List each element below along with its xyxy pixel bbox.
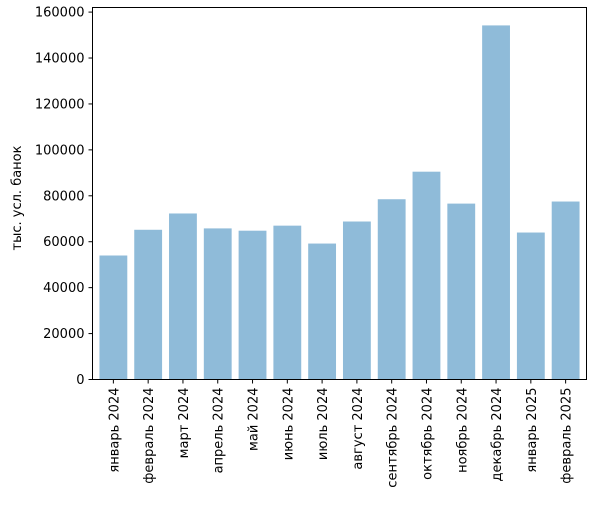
bar — [99, 255, 128, 380]
y-tick-label: 20000 — [43, 327, 84, 342]
x-tick-label: январь 2024 — [107, 388, 122, 473]
x-tick-label: октябрь 2024 — [420, 388, 435, 480]
y-tick-label: 80000 — [43, 189, 84, 204]
x-tick-label: июнь 2024 — [281, 388, 296, 461]
x-tick-label: февраль 2024 — [142, 388, 157, 484]
x-tick-label: май 2024 — [247, 388, 262, 451]
y-tick-label: 140000 — [35, 52, 85, 67]
y-tick-label: 0 — [76, 373, 84, 388]
y-tick-label: 160000 — [35, 6, 85, 21]
bar — [203, 228, 232, 380]
x-tick-label: апрель 2024 — [212, 388, 227, 474]
bar — [516, 232, 545, 380]
x-axis: январь 2024 февраль 2024 март 2024 апрель 2… — [107, 379, 575, 488]
bar — [273, 225, 302, 380]
x-tick-label: февраль 2025 — [560, 388, 575, 484]
bar — [551, 201, 580, 380]
y-tick-label: 60000 — [43, 235, 84, 250]
bar — [447, 203, 476, 380]
bar — [238, 230, 267, 380]
bar — [134, 229, 163, 380]
y-tick-label: 40000 — [43, 281, 84, 296]
y-axis: 0 20000 40000 60000 80000 100000 120000 140000 1… — [35, 6, 93, 388]
bars-group — [99, 25, 580, 380]
y-tick-label: 120000 — [35, 97, 85, 112]
x-tick-label: январь 2025 — [525, 388, 540, 473]
bar — [169, 213, 197, 380]
y-axis-label: тыс. усл. банок — [10, 145, 25, 250]
x-tick-label: август 2024 — [351, 388, 366, 470]
x-tick-label: март 2024 — [177, 388, 192, 459]
bar — [377, 199, 406, 380]
bar — [482, 25, 510, 380]
bar — [412, 171, 441, 380]
plot-frame — [92, 7, 587, 380]
x-tick-label: июль 2024 — [316, 388, 331, 461]
bar — [308, 243, 337, 380]
bar — [342, 221, 371, 380]
x-tick-label: сентябрь 2024 — [386, 388, 401, 488]
x-tick-label: ноябрь 2024 — [455, 388, 470, 473]
x-tick-label: декабрь 2024 — [490, 388, 505, 482]
y-tick-label: 100000 — [35, 143, 85, 158]
